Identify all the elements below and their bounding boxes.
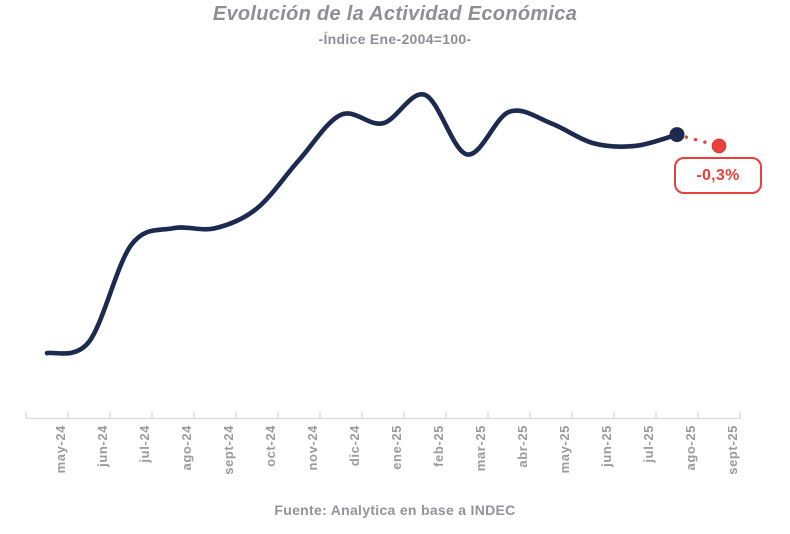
change-annotation-badge: -0,3% [674, 157, 762, 194]
forecast-point [711, 138, 727, 154]
chart-subtitle: -Índice Ene-2004=100- [318, 31, 472, 47]
chart-title: Evolución de la Actividad Económica [212, 3, 578, 25]
last-actual-point [669, 127, 685, 143]
source-note: Fuente: Analytica en base a INDEC [274, 502, 516, 518]
main-series-line [44, 92, 680, 356]
